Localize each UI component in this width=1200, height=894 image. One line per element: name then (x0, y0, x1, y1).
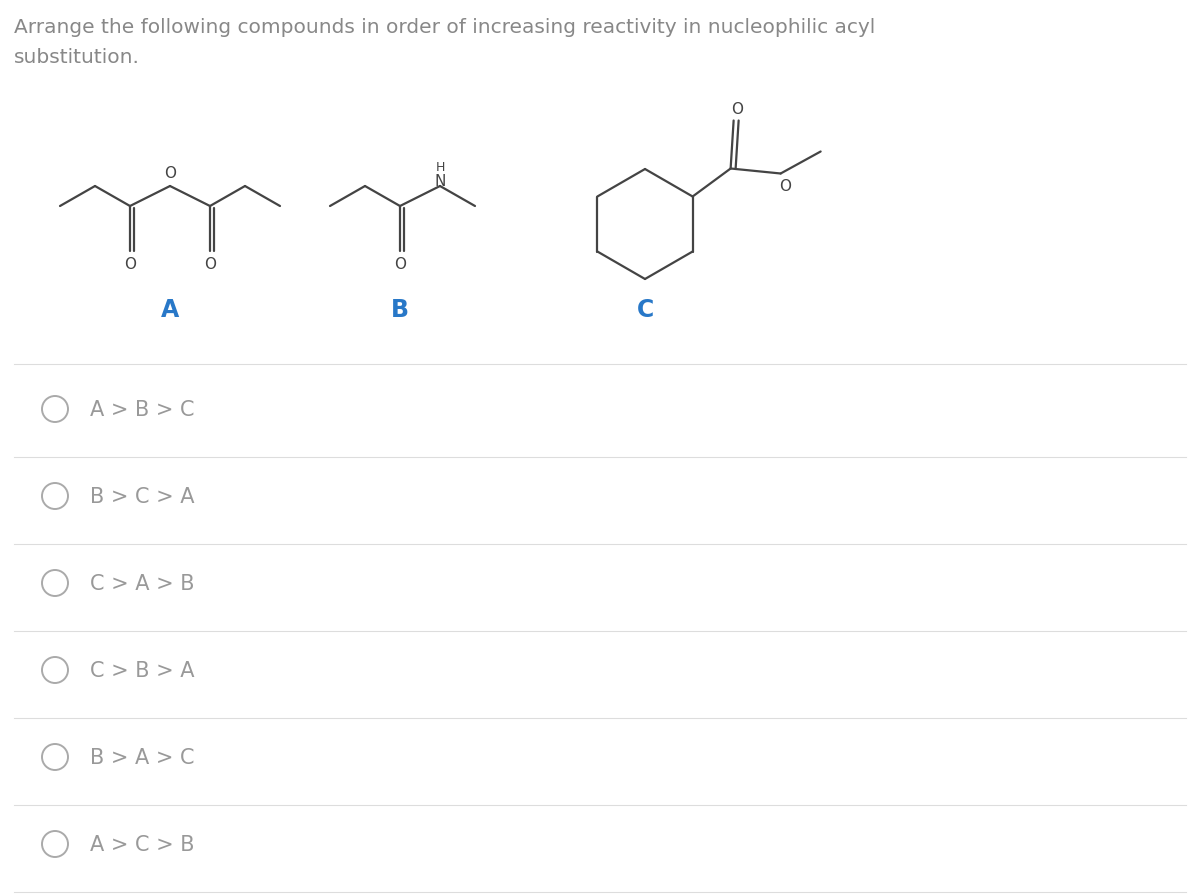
Text: O: O (731, 102, 743, 117)
Text: Arrange the following compounds in order of increasing reactivity in nucleophili: Arrange the following compounds in order… (14, 18, 875, 37)
Text: C > A > B: C > A > B (90, 573, 194, 594)
Text: H: H (436, 160, 445, 173)
Text: B > A > C: B > A > C (90, 747, 194, 767)
Text: C > B > A: C > B > A (90, 661, 194, 680)
Text: A > C > B: A > C > B (90, 834, 194, 854)
Text: C: C (636, 298, 654, 322)
Text: B: B (391, 298, 409, 322)
Text: O: O (164, 165, 176, 181)
Text: substitution.: substitution. (14, 48, 140, 67)
Text: O: O (394, 257, 406, 271)
Text: O: O (204, 257, 216, 271)
Text: B > C > A: B > C > A (90, 486, 194, 506)
Text: O: O (779, 179, 791, 194)
Text: N: N (434, 173, 445, 189)
Text: A: A (161, 298, 179, 322)
Text: O: O (124, 257, 136, 271)
Text: A > B > C: A > B > C (90, 400, 194, 419)
